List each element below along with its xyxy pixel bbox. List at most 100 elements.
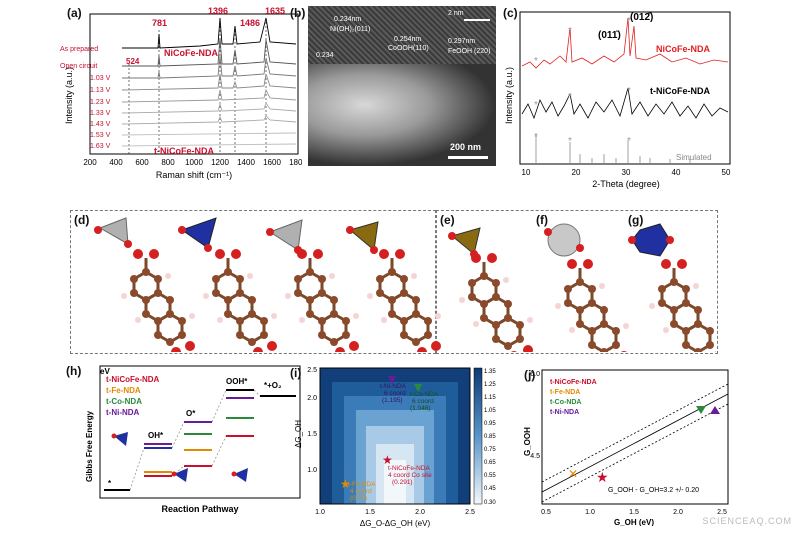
xrd-star-markers: * * * * * * * * *: [534, 16, 631, 147]
label-h: (h): [66, 364, 82, 378]
spectrum-1.53: [121, 132, 297, 136]
plot-frame: [319, 367, 471, 505]
svg-text:2.0: 2.0: [673, 509, 683, 516]
row-as-prepared: As prepared: [60, 46, 98, 53]
state-oh: OH*: [148, 431, 164, 440]
svg-text:*: *: [534, 132, 538, 143]
watermark: SCIENCEAQ.COM: [702, 516, 792, 526]
y-ticks: 6.0 4.5: [530, 371, 540, 460]
point-t-ni: [388, 376, 396, 384]
svg-text:6 coord: 6 coord: [384, 390, 406, 397]
label-b: (b): [290, 6, 306, 20]
svg-text:t-Co-NDA: t-Co-NDA: [410, 391, 439, 398]
point-t-fe: ✕: [568, 467, 578, 481]
point-t-nicofe: ★: [382, 453, 393, 467]
fit-lower: [541, 403, 729, 503]
point-t-nicofe: ★: [596, 469, 609, 485]
series-label-nicofe: NiCoFe-NDA: [656, 44, 710, 54]
svg-text:50: 50: [722, 168, 731, 177]
point-t-co: [696, 406, 706, 414]
label-e: (e): [440, 213, 455, 227]
svg-text:1.05: 1.05: [484, 408, 496, 414]
heatmap: [320, 368, 470, 504]
label-a: (a): [67, 6, 82, 20]
legend: t-NiCoFe-NDA t-Fe-NDA t-Co-NDA t-Ni-NDA: [106, 375, 160, 417]
xrd-series-nicofe: [521, 17, 729, 69]
spectrum-1.33: [121, 101, 297, 114]
hrtem-image: [308, 6, 496, 64]
svg-text:t-Fe-NDA: t-Fe-NDA: [550, 389, 580, 396]
spectrum-1.23: [121, 88, 297, 103]
row-1.03: 1.03 V: [90, 75, 111, 82]
svg-text:0.85: 0.85: [484, 434, 496, 440]
svg-text:*: *: [568, 136, 572, 147]
connectors: [129, 389, 261, 491]
ann-0254: 0.254nm: [394, 36, 422, 43]
label-i: (i): [290, 366, 302, 380]
spectrum-open-circuit: [122, 37, 297, 67]
svg-text:(1.046): (1.046): [410, 405, 431, 412]
ann-0234: 0.234nm: [334, 16, 362, 23]
structure-f: [544, 223, 631, 352]
svg-text:2.0: 2.0: [307, 395, 317, 402]
svg-text:1800: 1800: [289, 158, 302, 167]
row-1.13: 1.13 V: [90, 87, 111, 94]
svg-text:1400: 1400: [237, 158, 255, 167]
svg-text:0.5: 0.5: [541, 509, 551, 516]
svg-text:t-NiCoFe-NDA: t-NiCoFe-NDA: [550, 379, 597, 386]
svg-text:400: 400: [109, 158, 123, 167]
raman-plot: 1396 1635 781 1486 524 NiCoFe-NDA As pre…: [60, 6, 307, 180]
peak-012: (012̄): [630, 12, 653, 23]
svg-text:t-Fe-NDA: t-Fe-NDA: [348, 481, 376, 488]
svg-text:1.5: 1.5: [365, 509, 375, 516]
spectrum-1.63: [121, 143, 297, 147]
row-1.43: 1.43 V: [90, 121, 111, 128]
scale-2nm: 2 nm: [448, 10, 464, 17]
svg-text:t-Co-NDA: t-Co-NDA: [106, 397, 142, 406]
svg-text:0.30: 0.30: [484, 500, 496, 506]
row-1.23: 1.23 V: [90, 99, 111, 106]
svg-text:4 coord: 4 coord: [350, 488, 372, 495]
panel-i: 1.35 1.25 1.15 1.05 0.95 0.85 0.75 0.65 …: [292, 364, 504, 528]
structures-efg-box: [436, 210, 718, 354]
svg-text:0.95: 0.95: [484, 421, 496, 427]
svg-text:t-Ni-NDA: t-Ni-NDA: [106, 408, 140, 417]
ann-cooh: CoOOH(110): [388, 45, 429, 52]
raman-spectra: [121, 17, 297, 147]
point-t-fe: ★: [340, 477, 351, 491]
svg-text:1.5: 1.5: [307, 431, 317, 438]
peak-1635: 1635: [265, 6, 285, 16]
xrd-series-simulated: [535, 134, 691, 164]
colorbar: [473, 367, 483, 505]
svg-text:0.55: 0.55: [484, 473, 496, 479]
svg-text:1000: 1000: [185, 158, 203, 167]
equation: G_OOH - G_OH=3.2 +/- 0.20: [608, 487, 699, 494]
svg-text:t-Co-NDA: t-Co-NDA: [550, 399, 582, 406]
panel-c: (011̄) (012̄) * * * * * * * * * NiCoFe-NDA t-N…: [500, 4, 736, 190]
svg-text:*: *: [534, 56, 538, 67]
peak-781: 781: [152, 18, 167, 28]
x-ticks: 0.5 1.0 1.5 2.0 2.5: [541, 509, 727, 516]
structures-d-box: [70, 210, 436, 354]
state-ooh: OOH*: [226, 377, 248, 386]
series-label-t-nicofe: t-NiCoFe-NDA: [650, 86, 710, 96]
xrd-plot: (011̄) (012̄) * * * * * * * * * NiCoFe-NDA t-N…: [504, 11, 731, 189]
panel-h: eV t-NiCoFe-NDA t-Fe-NDA t-Co-NDA t-Ni-N…: [80, 362, 302, 528]
row-1.33: 1.33 V: [90, 110, 111, 117]
svg-text:600: 600: [135, 158, 149, 167]
svg-text:t-Ni-NDA: t-Ni-NDA: [550, 409, 579, 416]
svg-text:1.5: 1.5: [629, 509, 639, 516]
ann-feooh: FeOOH (220): [448, 48, 491, 55]
label-f: (f): [536, 213, 548, 227]
ylabel: Gibbs Free Energy: [85, 410, 94, 482]
svg-text:30: 30: [622, 168, 631, 177]
state-star: *: [108, 479, 112, 488]
volcano-heatmap: 1.35 1.25 1.15 1.05 0.95 0.85 0.75 0.65 …: [294, 367, 496, 528]
svg-text:t-Fe-NDA: t-Fe-NDA: [106, 386, 141, 395]
row-1.53: 1.53 V: [90, 132, 111, 139]
tem-image: [308, 64, 496, 166]
peak-1486: 1486: [240, 18, 260, 28]
svg-text:*: *: [534, 100, 538, 111]
scale-bar-bottom: [448, 156, 488, 159]
svg-text:t-Ni-NDA: t-Ni-NDA: [380, 383, 407, 390]
